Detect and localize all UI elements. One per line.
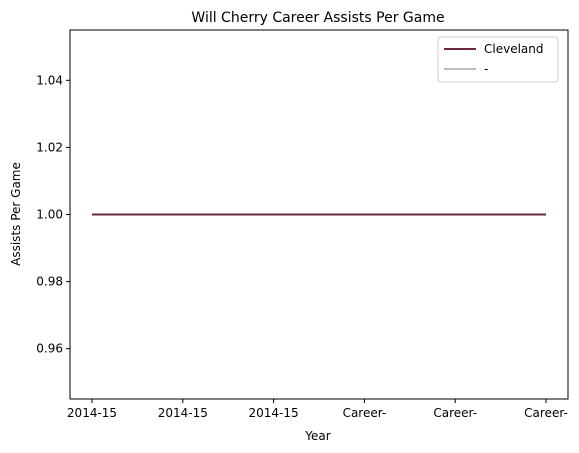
x-tick-label: Career- — [433, 406, 477, 420]
y-axis-label: Assists Per Game — [9, 162, 23, 266]
y-tick-label: 0.96 — [36, 342, 63, 356]
y-axis: 0.96 0.98 1.00 1.02 1.04 — [36, 73, 70, 356]
chart-title: Will Cherry Career Assists Per Game — [191, 10, 444, 26]
x-tick-label: 2014-15 — [67, 406, 117, 420]
legend-label-dash: - — [484, 62, 488, 76]
x-axis: 2014-15 2014-15 2014-15 Career- Career- Caree… — [67, 399, 568, 420]
x-axis-label: Year — [304, 429, 330, 443]
y-tick-label: 1.02 — [36, 140, 63, 154]
legend-label-cleveland: Cleveland — [484, 42, 544, 56]
y-tick-label: 1.00 — [36, 208, 63, 222]
x-tick-label: 2014-15 — [249, 406, 299, 420]
y-tick-label: 0.98 — [36, 275, 63, 289]
x-tick-label: 2014-15 — [158, 406, 208, 420]
x-tick-label: Career- — [524, 406, 568, 420]
legend: Cleveland - — [437, 36, 559, 83]
y-tick-label: 1.04 — [36, 73, 63, 87]
x-tick-label: Career- — [343, 406, 387, 420]
